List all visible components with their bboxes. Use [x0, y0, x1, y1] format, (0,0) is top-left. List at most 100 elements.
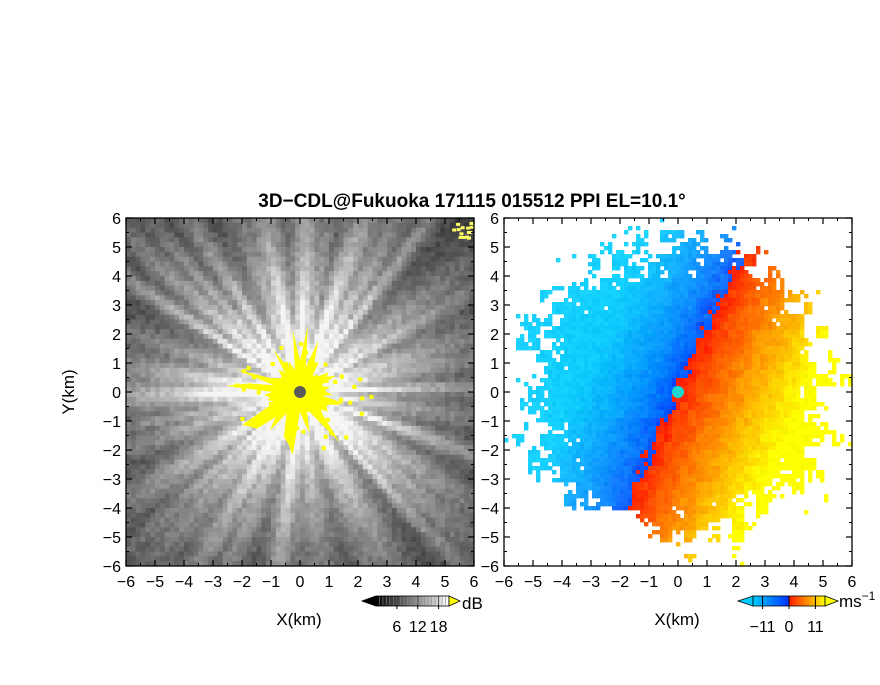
reflectivity-cell [188, 396, 195, 403]
reflectivity-cell [372, 517, 378, 523]
reflectivity-cell [217, 392, 224, 398]
reflectivity-cell [184, 503, 190, 509]
reflectivity-cell [159, 464, 166, 470]
reflectivity-cell [155, 454, 161, 461]
reflectivity-cell [333, 261, 340, 267]
reflectivity-cell [416, 237, 422, 243]
reflectivity-cell [271, 222, 277, 229]
reflectivity-cell [329, 324, 335, 330]
reflectivity-cell [126, 464, 132, 470]
reflectivity-cell [362, 271, 369, 277]
reflectivity-cell [435, 488, 441, 494]
reflectivity-cell [261, 503, 267, 509]
reflectivity-cell [193, 483, 199, 490]
reflectivity-cell [440, 290, 446, 296]
reflectivity-cell [208, 537, 214, 543]
reflectivity-cell [275, 556, 282, 562]
reflectivity-cell [382, 411, 388, 417]
reflectivity-cell [420, 334, 427, 340]
reflectivity-cell [203, 295, 209, 301]
reflectivity-cell [145, 522, 151, 528]
reflectivity-cell [420, 401, 427, 407]
reflectivity-cell [309, 493, 315, 499]
reflectivity-cell [193, 401, 199, 407]
reflectivity-cell [382, 541, 388, 548]
reflectivity-cell [271, 522, 277, 528]
reflectivity-cell [358, 251, 364, 258]
reflectivity-cell [213, 343, 219, 349]
reflectivity-cell [188, 382, 195, 388]
reflectivity-cell [266, 498, 272, 504]
reflectivity-cell [135, 556, 141, 562]
reflectivity-cell [232, 319, 238, 325]
reflectivity-cell [372, 537, 378, 543]
reflectivity-cell [222, 319, 228, 325]
reflectivity-cell [256, 517, 262, 523]
reflectivity-cell [261, 338, 267, 345]
reflectivity-cell [449, 546, 456, 552]
reflectivity-cell [193, 541, 199, 548]
reflectivity-cell [203, 222, 209, 229]
reflectivity-cell [227, 464, 233, 470]
reflectivity-cell [454, 546, 460, 552]
reflectivity-cell [271, 532, 277, 538]
reflectivity-cell [401, 508, 407, 514]
reflectivity-cell [440, 334, 446, 340]
reflectivity-cell [232, 261, 238, 267]
reflectivity-cell [232, 551, 238, 557]
reflectivity-cell [435, 503, 441, 509]
reflectivity-cell [280, 348, 286, 354]
reflectivity-cell [449, 416, 456, 422]
reflectivity-cell [174, 430, 180, 436]
reflectivity-cell [179, 464, 185, 470]
reflectivity-cell [367, 411, 373, 417]
reflectivity-cell [367, 334, 373, 340]
reflectivity-cell [416, 367, 422, 374]
reflectivity-cell [401, 382, 407, 388]
reflectivity-cell [217, 372, 224, 378]
reflectivity-cell [338, 285, 344, 291]
reflectivity-cell [362, 503, 369, 509]
reflectivity-cell [420, 305, 427, 311]
reflectivity-cell [449, 309, 456, 316]
reflectivity-cell [203, 363, 209, 369]
reflectivity-cell [333, 358, 340, 364]
reflectivity-cell [295, 512, 301, 519]
reflectivity-cell [169, 387, 175, 393]
reflectivity-cell [353, 435, 359, 441]
reflectivity-cell [184, 309, 190, 316]
reflectivity-cell [333, 251, 340, 258]
reflectivity-cell [290, 541, 296, 548]
reflectivity-cell [135, 314, 141, 320]
reflectivity-cell [135, 353, 141, 359]
reflectivity-cell [227, 537, 233, 543]
reflectivity-cell [295, 276, 301, 282]
reflectivity-cell [425, 300, 431, 306]
reflectivity-cell [251, 541, 257, 548]
reflectivity-cell [387, 285, 393, 291]
reflectivity-cell [382, 527, 388, 533]
reflectivity-cell [174, 271, 180, 277]
reflectivity-cell [295, 551, 301, 557]
reflectivity-cell [140, 377, 146, 383]
reflectivity-cell [213, 459, 219, 465]
reflectivity-cell [193, 285, 199, 291]
reflectivity-cell [159, 435, 166, 441]
reflectivity-cell [155, 334, 161, 340]
reflectivity-cell [406, 561, 412, 566]
reflectivity-cell [169, 551, 175, 557]
reflectivity-cell [358, 382, 364, 388]
reflectivity-cell [425, 280, 431, 287]
reflectivity-cell [256, 512, 262, 519]
reflectivity-cell [329, 464, 335, 470]
reflectivity-cell [309, 343, 315, 349]
reflectivity-cell [387, 459, 393, 465]
reflectivity-cell [188, 416, 195, 422]
reflectivity-cell [232, 367, 238, 374]
reflectivity-cell [179, 227, 185, 233]
reflectivity-cell [242, 508, 248, 514]
reflectivity-cell [338, 309, 344, 316]
reflectivity-cell [435, 498, 441, 504]
reflectivity-cell [271, 551, 277, 557]
reflectivity-cell [145, 474, 151, 480]
